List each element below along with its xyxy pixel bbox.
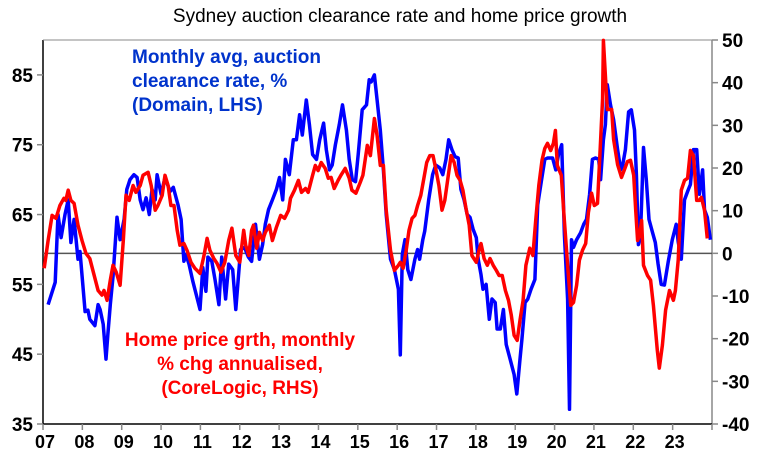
x-tick-label: 23 [665,432,685,452]
y-axis-right: 50 40 30 20 10 0 -10 -20 -30 -40 [712,31,749,436]
y-left-tick-label: 75 [12,136,34,157]
x-tick-label: 14 [310,432,330,452]
x-tick-label: 19 [507,432,527,452]
y-left-tick-label: 85 [12,66,34,87]
x-tick-label: 16 [389,432,409,452]
x-tick-label: 21 [586,432,606,452]
y-right-tick-label: -20 [722,330,749,351]
annotation-clearance-line-2: clearance rate, % [132,71,287,92]
annotation-clearance-line-3: (Domain, LHS) [132,95,263,116]
x-tick-label: 10 [153,432,173,452]
y-left-tick-label: 35 [12,415,34,436]
x-tick-label: 12 [232,432,252,452]
x-tick-label: 09 [114,432,134,452]
y-right-tick-label: 10 [722,202,743,223]
annotation-price-line-1: Home price grth, monthly [125,330,356,351]
x-tick-label: 18 [468,432,488,452]
annotation-price: Home price grth, monthly % chg annualise… [125,330,356,399]
x-tick-label: 17 [429,432,449,452]
y-left-tick-label: 55 [12,275,34,296]
y-right-tick-label: 30 [722,116,743,137]
y-left-tick-label: 65 [12,206,34,227]
y-axis-left: 85 75 65 55 45 35 [12,66,43,436]
y-right-tick-label: -10 [722,287,749,308]
chart-title: Sydney auction clearance rate and home p… [173,6,627,27]
x-axis: 07 08 09 10 11 12 13 14 15 16 17 18 19 20 21 22 23 [35,424,713,452]
x-tick-label: 07 [35,432,55,452]
y-right-tick-label: 40 [722,74,743,95]
y-left-tick-label: 45 [12,345,34,366]
y-right-tick-label: 20 [722,159,743,180]
annotation-clearance: Monthly avg, auction clearance rate, % (… [132,47,321,116]
annotation-price-line-3: (CoreLogic, RHS) [161,378,318,399]
y-right-tick-label: -40 [722,415,749,436]
x-tick-label: 08 [74,432,94,452]
y-right-tick-label: -30 [722,372,749,393]
x-tick-label: 11 [193,432,212,452]
annotation-price-line-2: % chg annualised, [157,354,323,375]
x-tick-label: 20 [547,432,567,452]
plot-frame [42,39,713,425]
annotation-clearance-line-1: Monthly avg, auction [132,47,321,68]
x-tick-label: 22 [625,432,645,452]
y-right-tick-label: 50 [722,31,743,52]
x-tick-label: 13 [271,432,291,452]
y-right-tick-label: 0 [722,244,733,265]
x-tick-label: 15 [350,432,370,452]
series-line-home-price-growth [42,38,710,370]
